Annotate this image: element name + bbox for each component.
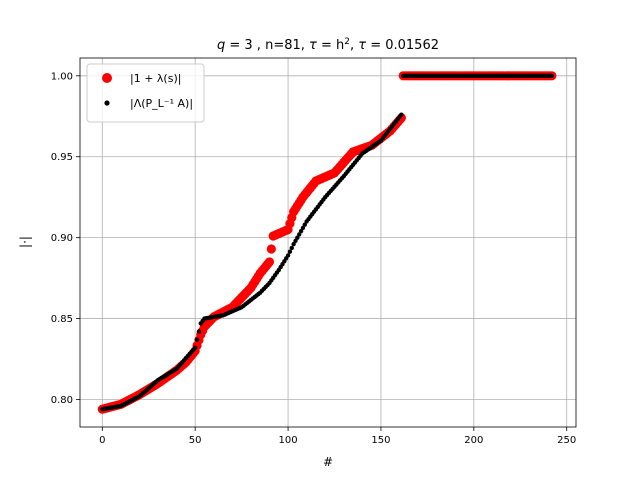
black-data-point	[196, 329, 202, 334]
black-data-point	[293, 238, 298, 244]
legend-label-red: |1 + λ(s)|	[130, 72, 181, 85]
black-data-point	[287, 249, 293, 254]
x-axis-label: #	[323, 455, 333, 469]
series-black-points	[100, 73, 555, 412]
red-data-point	[266, 244, 276, 254]
black-data-point	[298, 228, 304, 234]
black-data-point	[289, 245, 294, 251]
black-data-point	[192, 345, 198, 350]
black-data-point	[295, 235, 300, 240]
plot-area-frame	[79, 57, 577, 428]
y-tick-label: 0.85	[51, 314, 73, 325]
x-tick-label: 150	[371, 435, 390, 446]
x-tick-label: 250	[557, 435, 576, 446]
y-tick-label: 0.90	[51, 233, 73, 244]
black-data-point	[285, 253, 291, 258]
x-tick-label: 100	[279, 435, 298, 446]
x-tick-label: 0	[99, 435, 105, 446]
black-data-point	[399, 112, 404, 117]
legend-label-black: |Λ(P_L⁻¹ A)|	[130, 97, 193, 110]
chart-title: q = 3 , n=81, τ = h2, τ = 0.01562	[217, 37, 439, 53]
series-red-points	[97, 71, 557, 414]
red-data-point	[264, 257, 275, 267]
legend-marker-red	[102, 73, 112, 83]
y-tick-label: 0.80	[51, 395, 73, 406]
x-tick-label: 200	[464, 435, 483, 446]
legend-box	[86, 63, 205, 123]
x-tick-label: 50	[189, 435, 202, 446]
black-data-point	[297, 232, 302, 237]
black-data-point	[302, 222, 307, 227]
black-data-point	[300, 225, 306, 231]
y-axis-label: |·|	[18, 236, 32, 248]
black-data-point	[291, 241, 296, 247]
legend: |1 + λ(s)| |Λ(P_L⁻¹ A)|	[86, 63, 205, 123]
y-tick-label: 1.00	[51, 71, 73, 82]
y-axis-ticks: 0.80 0.85 0.90 0.95 1.00	[51, 71, 80, 406]
x-axis-ticks: 0 50 100 150 200 250	[99, 427, 576, 446]
black-data-point	[194, 337, 200, 342]
y-tick-label: 0.95	[51, 152, 73, 163]
legend-marker-black	[104, 100, 110, 106]
black-data-point	[549, 73, 555, 79]
